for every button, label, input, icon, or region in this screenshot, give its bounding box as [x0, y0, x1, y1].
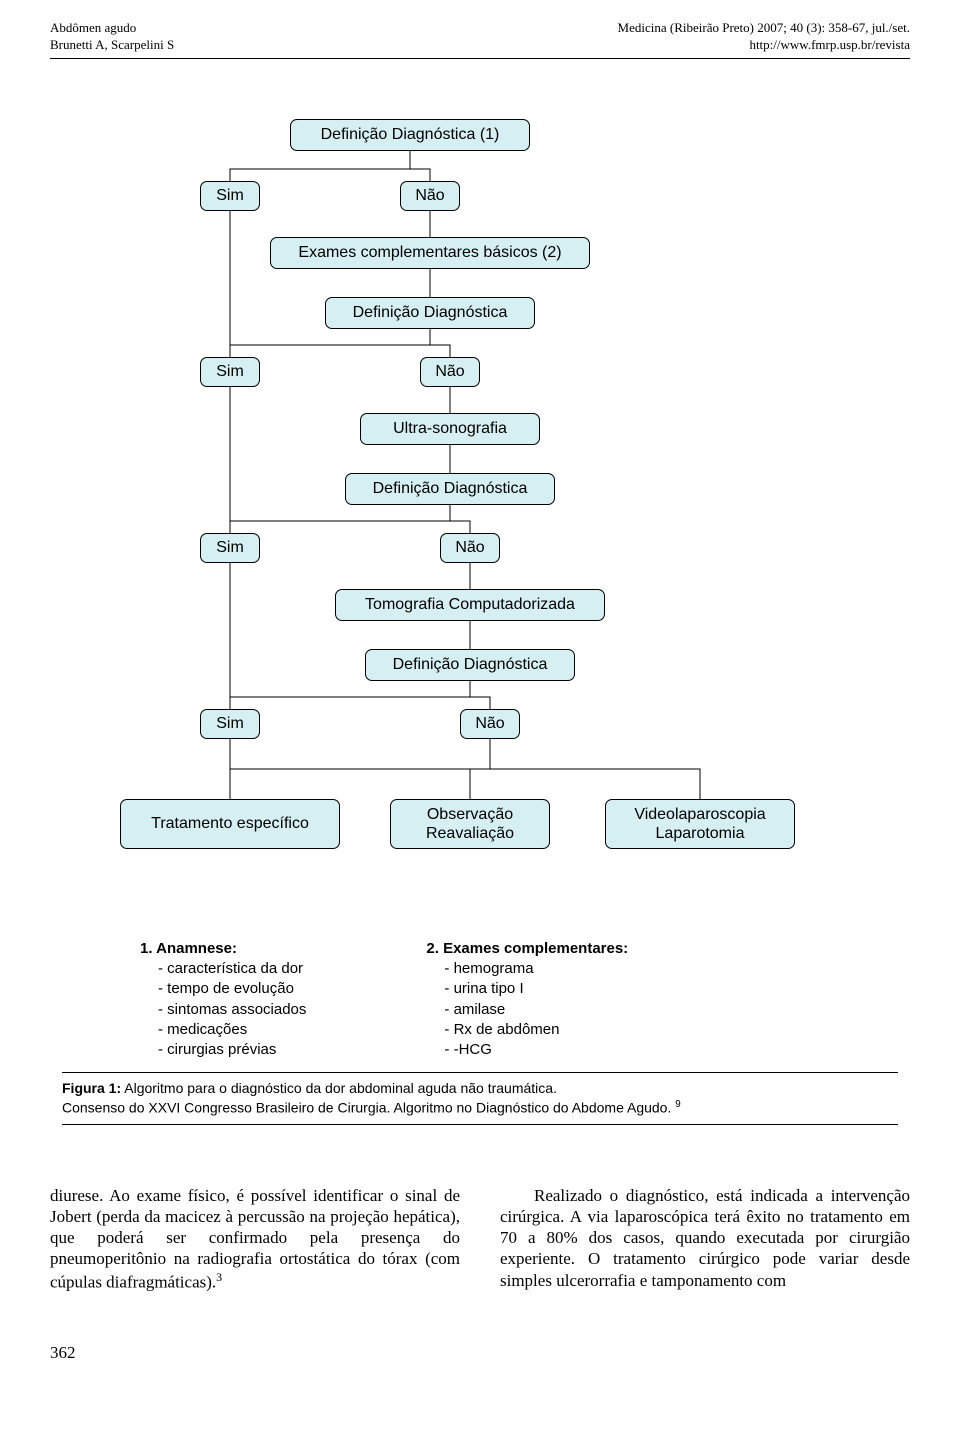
node-def-diag-2: Definição Diagnóstica [325, 297, 535, 329]
body-col-right: Realizado o diagnóstico, está indicada a… [500, 1185, 910, 1293]
node-videolaparoscopia-text: Videolaparoscopia Laparotomia [634, 805, 765, 843]
node-exames-basicos: Exames complementares básicos (2) [270, 237, 590, 269]
node-def-diag-3: Definição Diagnóstica [345, 473, 555, 505]
header-title: Abdômen agudo [50, 20, 174, 37]
node-def-diag-4: Definição Diagnóstica [365, 649, 575, 681]
legend-col-1-title: 1. Anamnese: [140, 940, 237, 957]
flowchart: Definição Diagnóstica (1) Sim Não Exames… [100, 119, 860, 889]
header-authors: Brunetti A, Scarpelini S [50, 37, 174, 54]
caption-line2: Consenso do XXVI Congresso Brasileiro de… [62, 1100, 675, 1116]
header-url: http://www.fmrp.usp.br/revista [618, 37, 910, 54]
node-nao-2: Não [420, 357, 480, 387]
node-nao-4: Não [460, 709, 520, 739]
header-left: Abdômen agudo Brunetti A, Scarpelini S [50, 20, 174, 54]
node-tratamento: Tratamento específico [120, 799, 340, 849]
legend-col-2-title: 2. Exames complementares: [426, 940, 628, 957]
node-sim-1: Sim [200, 181, 260, 211]
legend-col-1: 1. Anamnese: - característica da dor - t… [140, 939, 306, 1061]
legend-col-2: 2. Exames complementares: - hemograma - … [426, 939, 628, 1061]
legend-col-1-items: - característica da dor - tempo de evolu… [140, 959, 306, 1060]
body-columns: diurese. Ao exame físico, é possível ide… [50, 1185, 910, 1293]
node-observacao: Observação Reavaliação [390, 799, 550, 849]
header-rule [50, 58, 910, 59]
node-nao-3: Não [440, 533, 500, 563]
page-header: Abdômen agudo Brunetti A, Scarpelini S M… [50, 20, 910, 54]
header-right: Medicina (Ribeirão Preto) 2007; 40 (3): … [618, 20, 910, 54]
node-sim-4: Sim [200, 709, 260, 739]
body-col-left: diurese. Ao exame físico, é possível ide… [50, 1185, 460, 1293]
legend: 1. Anamnese: - característica da dor - t… [140, 939, 910, 1061]
figure-caption: Figura 1: Algoritmo para o diagnóstico d… [62, 1072, 898, 1124]
node-def-diag-1: Definição Diagnóstica (1) [290, 119, 530, 151]
header-journal: Medicina (Ribeirão Preto) 2007; 40 (3): … [618, 20, 910, 37]
caption-ref: 9 [675, 1099, 680, 1110]
node-sim-2: Sim [200, 357, 260, 387]
caption-line1: Figura 1: Algoritmo para o diagnóstico d… [62, 1080, 557, 1096]
body-left-ref: 3 [216, 1270, 222, 1284]
node-videolaparoscopia: Videolaparoscopia Laparotomia [605, 799, 795, 849]
node-nao-1: Não [400, 181, 460, 211]
node-sim-3: Sim [200, 533, 260, 563]
page-number: 362 [50, 1343, 910, 1363]
node-observacao-text: Observação Reavaliação [426, 805, 514, 843]
node-ultrassom: Ultra-sonografia [360, 413, 540, 445]
legend-col-2-items: - hemograma - urina tipo I - amilase - R… [426, 959, 559, 1060]
node-tomografia: Tomografia Computadorizada [335, 589, 605, 621]
